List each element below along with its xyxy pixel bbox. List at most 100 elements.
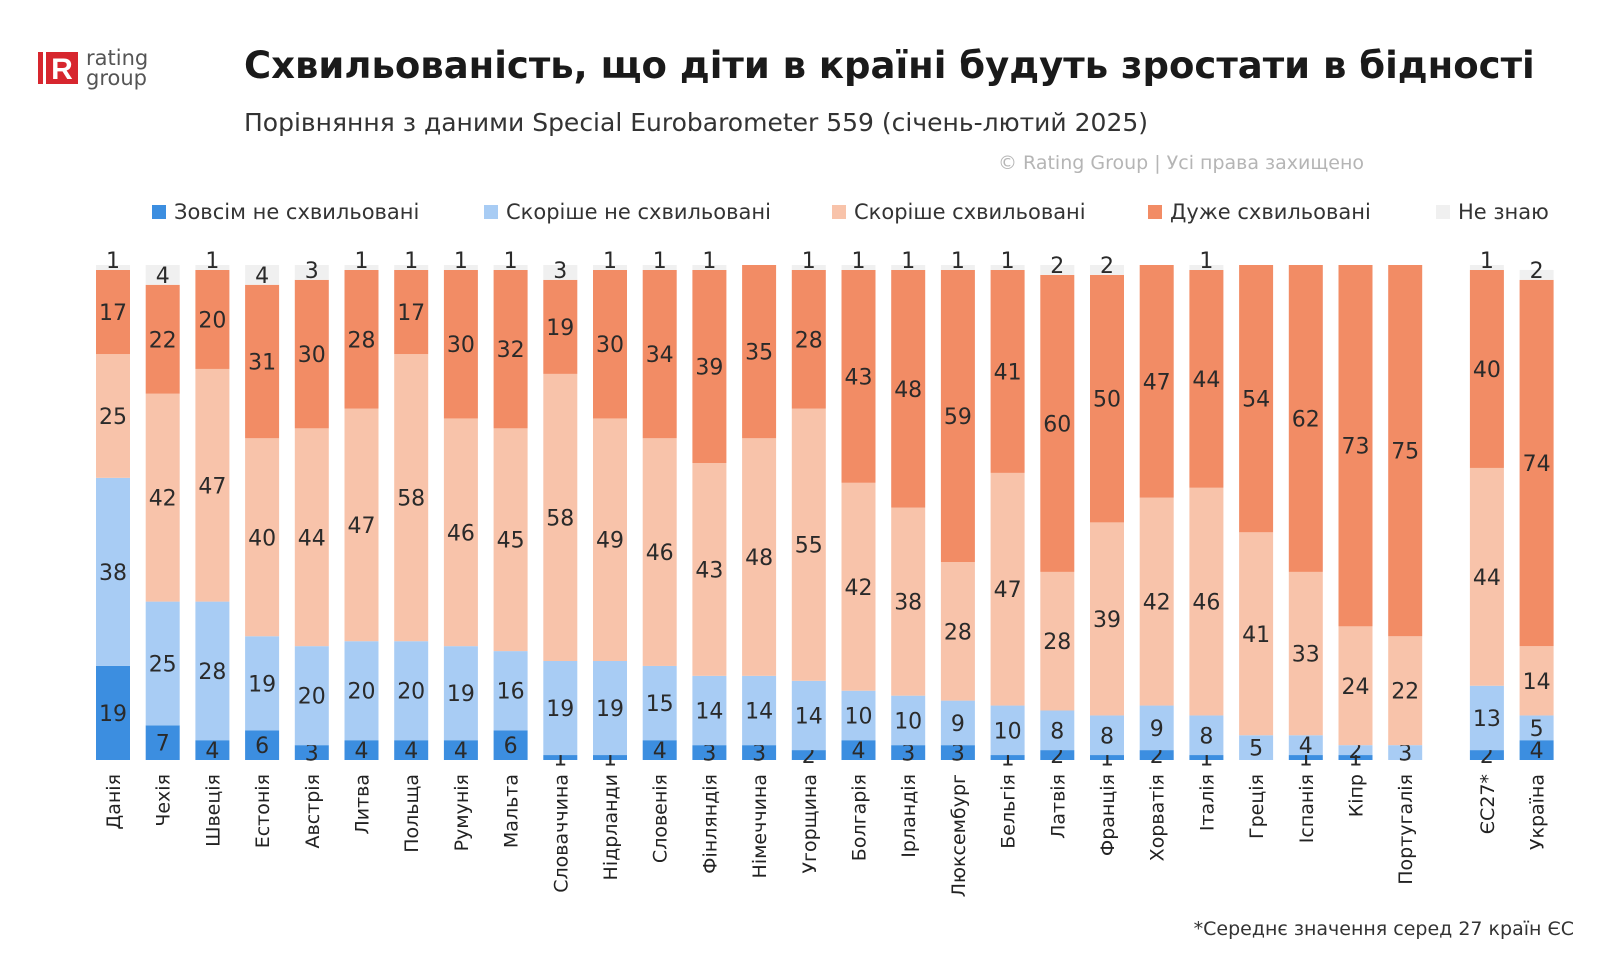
- legend-item-rather-worried: Скоріше схвильовані: [832, 200, 1086, 224]
- bar-segment-rather-worried: [96, 354, 130, 478]
- category-label: Франція: [1097, 774, 1119, 856]
- bar-segment-rather-not: [1239, 735, 1274, 760]
- data-label: 2: [802, 744, 816, 769]
- data-label: 5: [1249, 737, 1263, 762]
- bar-segment-rather-not: [543, 661, 578, 756]
- data-label: 74: [1523, 452, 1551, 477]
- bar-segment-very-worried: [742, 265, 777, 439]
- bar-segment-not-at-all: [145, 725, 180, 760]
- bar-segment-not-at-all: [692, 745, 727, 760]
- legend-swatch-rather-worried: [832, 205, 846, 219]
- bar-segment-not-at-all: [344, 740, 379, 760]
- data-label: 49: [596, 529, 624, 554]
- legend-item-not-at-all: Зовсім не схвильовані: [152, 200, 419, 224]
- bar-segment-very-worried: [443, 269, 478, 419]
- bar-segment-rather-worried: [195, 368, 230, 602]
- category-label: Чехія: [153, 774, 175, 827]
- data-label: 20: [198, 308, 226, 333]
- legend-item-rather-not: Скоріше не схвильовані: [484, 200, 771, 224]
- category-label: Австрія: [302, 774, 324, 848]
- data-label: 30: [596, 333, 624, 358]
- bar-segment-not-at-all: [841, 740, 876, 760]
- bar-segment-dont-know: [891, 265, 926, 270]
- legend-item-very-worried: Дуже схвильовані: [1148, 200, 1371, 224]
- data-label: 31: [248, 351, 276, 376]
- bar-segment-rather-not: [742, 675, 777, 746]
- bar-segment-not-at-all: [443, 740, 478, 760]
- data-label: 2: [1349, 739, 1363, 764]
- data-label: 46: [646, 541, 674, 566]
- category-label: Болгарія: [849, 774, 871, 861]
- data-label: 9: [951, 712, 965, 737]
- legend-label-rather-not: Скоріше не схвильовані: [506, 200, 771, 224]
- bar-segment-dont-know: [195, 265, 230, 270]
- bar-segment-rather-worried: [145, 393, 180, 602]
- bar-segment-very-worried: [642, 269, 677, 439]
- category-label: Мальта: [501, 774, 523, 848]
- data-label: 10: [994, 719, 1022, 744]
- category-label: Греція: [1246, 774, 1268, 839]
- bar-segment-very-worried: [245, 284, 280, 439]
- data-label: 46: [447, 521, 475, 546]
- data-label: 17: [397, 301, 425, 326]
- data-label: 19: [99, 702, 127, 727]
- data-label: 19: [546, 316, 574, 341]
- data-label: 8: [1199, 724, 1213, 749]
- bar-segment-dont-know: [245, 265, 280, 285]
- data-label: 44: [298, 526, 326, 551]
- data-label: 39: [1093, 608, 1121, 633]
- bar-segment-very-worried: [1090, 274, 1124, 523]
- data-label: 3: [553, 259, 567, 284]
- bar-segment-not-at-all: [593, 755, 627, 760]
- bar-segment-rather-worried: [1139, 497, 1174, 706]
- bar-segment-dont-know: [841, 265, 876, 270]
- bar-segment-not-at-all: [493, 730, 528, 760]
- bar-segment-very-worried: [1040, 274, 1075, 572]
- data-label: 2: [1530, 259, 1544, 284]
- data-label: 20: [397, 680, 425, 705]
- bar-segment-rather-worried: [245, 438, 280, 637]
- data-label: 19: [248, 672, 276, 697]
- bar-segment-rather-worried: [642, 438, 677, 666]
- data-label: 2: [1050, 254, 1064, 279]
- data-label: 4: [653, 739, 667, 764]
- data-label: 28: [944, 620, 972, 645]
- data-label: 46: [1192, 591, 1220, 616]
- bar-segment-very-worried: [1388, 265, 1423, 637]
- category-label: Угорщина: [799, 774, 821, 874]
- rating-group-logo-icon: R: [38, 52, 78, 86]
- bar-segment-rather-worried: [443, 418, 478, 647]
- bar-segment-rather-not: [96, 477, 130, 666]
- data-label: 4: [852, 739, 866, 764]
- bar-segment-rather-not: [891, 695, 926, 746]
- bar-segment-not-at-all: [1288, 755, 1323, 760]
- data-label: 28: [348, 328, 376, 353]
- data-label: 19: [546, 697, 574, 722]
- bar-segment-rather-not: [493, 651, 528, 731]
- data-label: 4: [1530, 739, 1544, 764]
- legend-label-not-at-all: Зовсім не схвильовані: [174, 200, 420, 224]
- data-label: 44: [1192, 368, 1220, 393]
- bar-segment-not-at-all: [791, 750, 826, 760]
- data-label: 1: [901, 249, 915, 274]
- bar-segment-rather-not: [593, 661, 627, 756]
- data-label: 4: [454, 739, 468, 764]
- category-label: Швеція: [202, 774, 224, 847]
- data-label: 43: [695, 558, 723, 583]
- data-label: 8: [1100, 724, 1114, 749]
- category-label: Ірландія: [898, 774, 920, 858]
- bar-segment-very-worried: [493, 269, 528, 429]
- legend-label-rather-worried: Скоріше схвильовані: [854, 200, 1086, 224]
- bar-segment-rather-worried: [344, 408, 379, 642]
- bar-segment-rather-not: [443, 646, 478, 741]
- data-label: 28: [795, 328, 823, 353]
- data-label: 14: [745, 700, 773, 725]
- bar-segment-rather-worried: [692, 463, 727, 676]
- category-label: Словенія: [650, 774, 672, 863]
- data-label: 4: [205, 739, 219, 764]
- bar-segment-not-at-all: [195, 740, 230, 760]
- data-label: 34: [646, 343, 674, 368]
- bar-segment-rather-not: [990, 705, 1025, 756]
- data-label: 1: [355, 249, 369, 274]
